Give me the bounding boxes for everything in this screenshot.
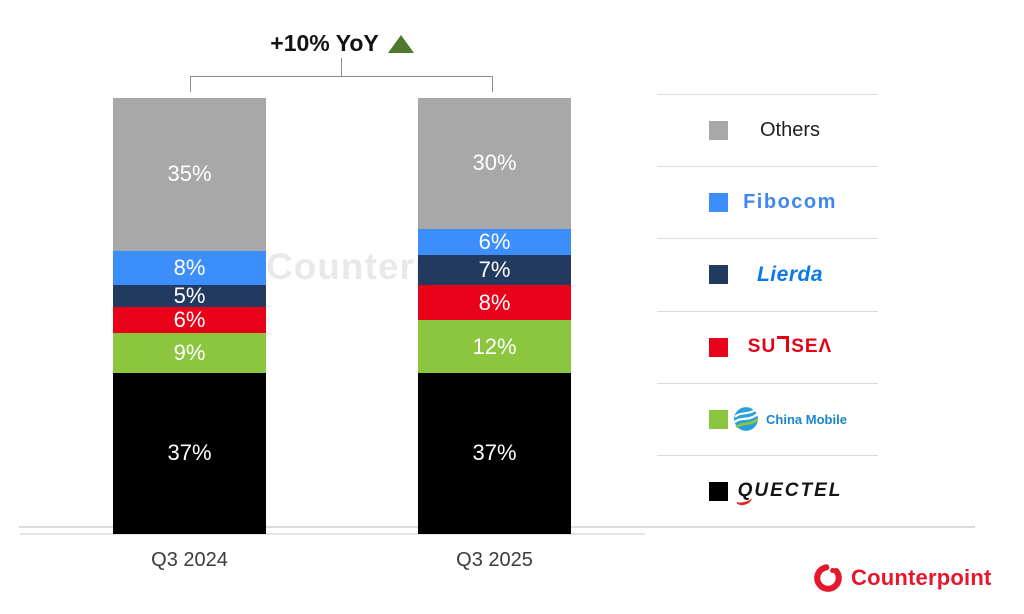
- bar-segment-value: 35%: [167, 161, 212, 187]
- china-mobile-label: China Mobile: [766, 411, 847, 427]
- sunsea-wordmark-post: SEΛ: [791, 336, 833, 358]
- bar-segment-value: 8%: [478, 289, 511, 315]
- x-axis-label: Q3 2025: [456, 549, 533, 571]
- bar-segment-quectel: 37%: [418, 372, 571, 534]
- sunsea-wordmark: SU SEΛ: [748, 336, 832, 358]
- quectel-swatch: [709, 481, 728, 501]
- legend-row-sunsea: SU SEΛ: [657, 310, 878, 383]
- sunsea-wordmark-pre: SU: [747, 336, 777, 358]
- bar-segment-others: 30%: [418, 98, 571, 229]
- fibocom-swatch: [709, 193, 728, 213]
- quectel-red-swoosh: [734, 493, 753, 507]
- bar-segment-value: 9%: [173, 340, 206, 366]
- bracket-left-tick: [190, 76, 191, 92]
- bar-segment-fibocom: 6%: [418, 228, 571, 255]
- china-mobile-swirl-icon: [733, 407, 759, 432]
- fibocom-logo: Fibocom: [728, 191, 878, 214]
- bracket-right-tick: [492, 76, 493, 92]
- legend-row-quectel: QUECTEL: [657, 454, 878, 527]
- china-mobile-swatch: [709, 409, 728, 429]
- stacked-bar-q3-2025: 30% 6% 7% 8% 12% 37%: [418, 98, 571, 534]
- bar-segment-lierda: 5%: [113, 283, 266, 309]
- fibocom-wordmark: Fibocom: [743, 191, 837, 214]
- others-swatch: [709, 121, 728, 141]
- others-label: Others: [759, 119, 821, 142]
- yoy-annotation: +10% YoY: [0, 30, 684, 57]
- bar-segment-fibocom: 8%: [113, 250, 266, 286]
- lierda-logo: Lierda: [728, 263, 878, 287]
- quectel-wordmark: QUECTEL: [734, 480, 843, 507]
- bar-segment-value: 30%: [472, 150, 517, 176]
- bar-segment-value: 37%: [167, 440, 212, 466]
- sunsea-stylized-n-glyph: [777, 336, 790, 353]
- bar-segment-lierda: 7%: [418, 254, 571, 286]
- bar-segment-value: 7%: [478, 257, 511, 283]
- bar-segment-others: 35%: [113, 98, 266, 251]
- quectel-label: QUECTEL: [737, 480, 843, 502]
- legend: Others Fibocom Lierda SU SEΛ: [657, 94, 878, 527]
- sunsea-logo: SU SEΛ: [728, 336, 878, 358]
- bar-segment-quectel: 37%: [113, 372, 266, 534]
- china-mobile-lockup: China Mobile: [733, 406, 847, 432]
- others-logo: Others: [728, 119, 878, 142]
- stacked-bar-q3-2024: 35% 8% 5% 6% 9% 37%: [113, 98, 266, 534]
- lierda-swatch: [709, 265, 728, 285]
- bar-segment-sunsea: 8%: [418, 285, 571, 321]
- sunsea-swatch: [709, 337, 728, 357]
- counterpoint-brand-text: Counterpoint: [851, 565, 992, 590]
- bar-segment-value: 6%: [478, 228, 511, 254]
- yoy-annotation-text: +10% YoY: [270, 30, 379, 56]
- legend-row-china-mobile: China Mobile: [657, 382, 878, 455]
- quectel-logo: QUECTEL: [728, 480, 878, 507]
- x-axis-line: [20, 533, 645, 535]
- bar-segment-china-mobile: 9%: [113, 333, 266, 373]
- bar-segment-value: 8%: [173, 255, 206, 281]
- china-mobile-logo: China Mobile: [728, 406, 878, 432]
- legend-row-others: Others: [657, 94, 878, 166]
- bar-segment-sunsea: 6%: [113, 307, 266, 334]
- legend-row-fibocom: Fibocom: [657, 166, 878, 238]
- bar-segment-china-mobile: 12%: [418, 320, 571, 373]
- legend-row-lierda: Lierda: [657, 238, 878, 310]
- bar-segment-value: 6%: [173, 307, 206, 333]
- counterpoint-brand-lockup: Counterpoint: [813, 563, 991, 593]
- bar-segment-value: 5%: [173, 283, 206, 309]
- counterpoint-logo-icon: [814, 564, 842, 592]
- growth-up-triangle-icon: [387, 34, 414, 53]
- bar-segment-value: 12%: [472, 333, 517, 359]
- lierda-wordmark: Lierda: [756, 262, 824, 286]
- bracket-center-stem: [341, 58, 342, 77]
- x-axis-label: Q3 2024: [151, 549, 228, 571]
- bar-segment-value: 37%: [472, 440, 517, 466]
